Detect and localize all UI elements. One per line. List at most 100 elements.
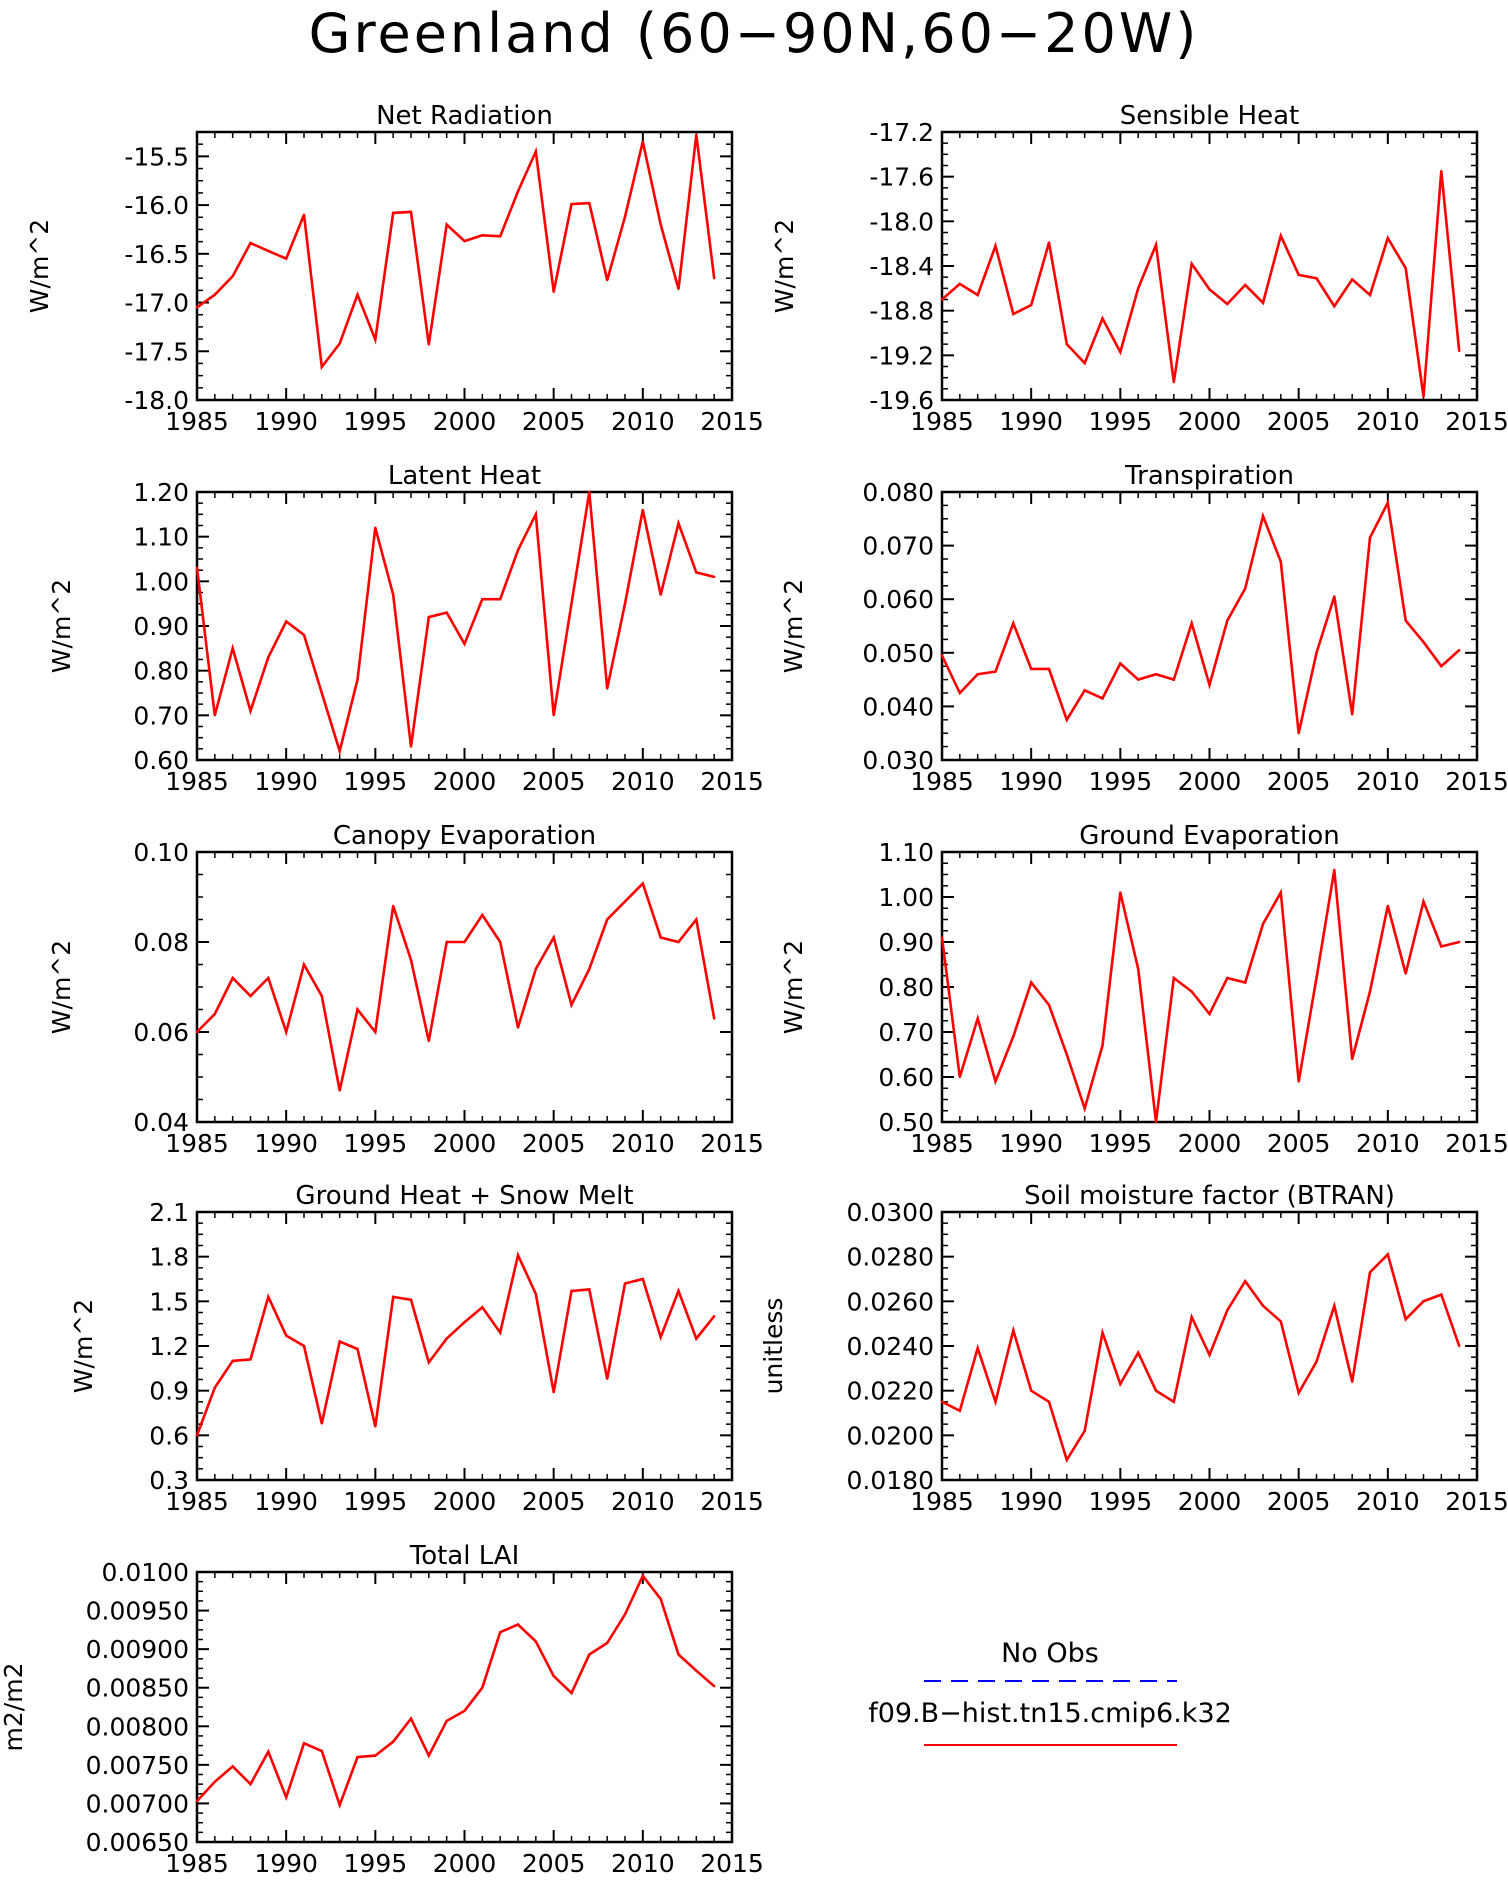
data-point	[374, 338, 377, 341]
data-point	[552, 714, 555, 717]
data-point	[1190, 990, 1193, 993]
data-point	[1404, 972, 1407, 975]
data-point	[1226, 976, 1229, 980]
y-tick-label: 0.6	[149, 1421, 189, 1450]
data-point	[231, 1359, 234, 1363]
y-axis-label: m2/m2	[0, 1663, 28, 1752]
data-point	[677, 287, 680, 291]
data-point	[1030, 667, 1033, 671]
data-point	[1047, 1003, 1051, 1007]
data-point	[1030, 1389, 1033, 1392]
data-point	[606, 1641, 609, 1645]
data-point	[267, 976, 270, 980]
panels: Net Radiation 1985 1990 1995 2000 2005 2010 201…	[0, 101, 1508, 1878]
data-point	[1208, 288, 1211, 291]
data-point	[1119, 1382, 1122, 1386]
series-line-f09-b-hist-tn15-cmip6-k32	[940, 869, 1460, 1123]
data-point	[570, 1003, 573, 1007]
y-tick-label: 0.030	[862, 746, 934, 775]
data-point	[994, 1400, 997, 1404]
x-tick-label: 2015	[1445, 407, 1508, 436]
x-tick-label: 1990	[999, 1487, 1063, 1516]
data-point	[392, 1295, 395, 1299]
data-point	[695, 133, 698, 137]
x-tick-label: 2000	[433, 1487, 497, 1516]
panel-ground-evaporation: Ground Evaporation 1985 1990 1995 2000 2005 20…	[779, 821, 1508, 1158]
data-point	[570, 1691, 573, 1695]
data-point	[409, 745, 413, 748]
data-point	[1190, 262, 1193, 265]
panel-title: Soil moisture factor (BTRAN)	[1024, 1181, 1395, 1211]
data-point	[1119, 891, 1122, 894]
plot-frame	[940, 130, 1479, 402]
data-point	[534, 1640, 537, 1643]
x-tick-label: 1995	[1089, 767, 1153, 796]
data-point	[659, 1335, 662, 1339]
data-point	[1440, 169, 1443, 173]
y-tick-label: 0.10	[133, 838, 189, 867]
data-point	[1333, 1304, 1336, 1308]
data-point	[231, 1765, 234, 1768]
y-tick-label: 1.10	[133, 523, 189, 552]
data-point	[195, 306, 199, 309]
data-point	[481, 1686, 484, 1689]
data-point	[994, 244, 997, 248]
data-point	[588, 1653, 591, 1656]
x-tick-label: 1995	[344, 1849, 408, 1878]
y-tick-label: 0.00750	[86, 1751, 189, 1780]
data-point	[213, 1780, 216, 1784]
x-tick-label: 1985	[910, 767, 974, 796]
x-tick-label: 2010	[1356, 407, 1420, 436]
data-point	[427, 1039, 430, 1043]
data-point	[1458, 648, 1461, 652]
x-tick-label: 2000	[1178, 1129, 1242, 1158]
x-tick-label: 2015	[700, 1849, 764, 1878]
panel-net-radiation: Net Radiation 1985 1990 1995 2000 2005 2010 201…	[25, 101, 764, 436]
data-point	[1083, 1107, 1086, 1110]
data-point	[1386, 1253, 1390, 1256]
y-axis-label: W/m^2	[779, 579, 808, 673]
data-point	[1297, 273, 1300, 277]
data-point	[1422, 395, 1425, 398]
y-tick-label: 1.20	[133, 478, 189, 507]
y-tick-label: 0.70	[133, 701, 189, 730]
plot-frame	[940, 490, 1479, 762]
data-point	[713, 1685, 716, 1688]
x-tick-label: 2005	[1267, 767, 1331, 796]
y-tick-label: 0.070	[862, 532, 934, 561]
data-point	[1101, 697, 1104, 700]
x-tick-label: 2005	[522, 407, 586, 436]
figure-title: Greenland (60−90N,60−20W)	[309, 2, 1200, 65]
data-point	[481, 598, 484, 601]
y-tick-label: 0.04	[133, 1108, 189, 1137]
data-point	[1012, 312, 1015, 316]
y-tick-label: 0.00900	[86, 1635, 189, 1664]
legend: No Obs f09.B−hist.tn15.cmip6.k32	[868, 1638, 1232, 1746]
data-point	[570, 1289, 573, 1293]
y-tick-label: -17.2	[869, 118, 934, 147]
x-tick-label: 2005	[522, 1129, 586, 1158]
data-point	[1065, 1458, 1069, 1462]
data-point	[445, 1337, 448, 1340]
data-point	[445, 940, 448, 944]
data-point	[499, 940, 502, 944]
x-tick-label: 1990	[254, 407, 318, 436]
data-point	[1386, 501, 1390, 504]
data-point	[976, 673, 979, 676]
data-point	[994, 670, 997, 673]
data-point	[516, 548, 520, 552]
data-point	[1190, 1315, 1193, 1319]
data-point	[606, 1377, 609, 1381]
data-point	[1244, 587, 1247, 590]
series-line-f09-b-hist-tn15-cmip6-k32	[941, 170, 1461, 397]
data-point	[1154, 1389, 1158, 1392]
x-tick-label: 2005	[1267, 1129, 1331, 1158]
y-axis-label: W/m^2	[47, 579, 76, 673]
data-point	[267, 249, 270, 253]
y-tick-label: 0.50	[878, 1108, 934, 1137]
data-point	[320, 994, 323, 998]
x-tick-label: 1985	[910, 1487, 974, 1516]
data-point	[659, 593, 662, 596]
data-point	[1047, 1400, 1051, 1404]
data-point	[267, 1295, 270, 1299]
